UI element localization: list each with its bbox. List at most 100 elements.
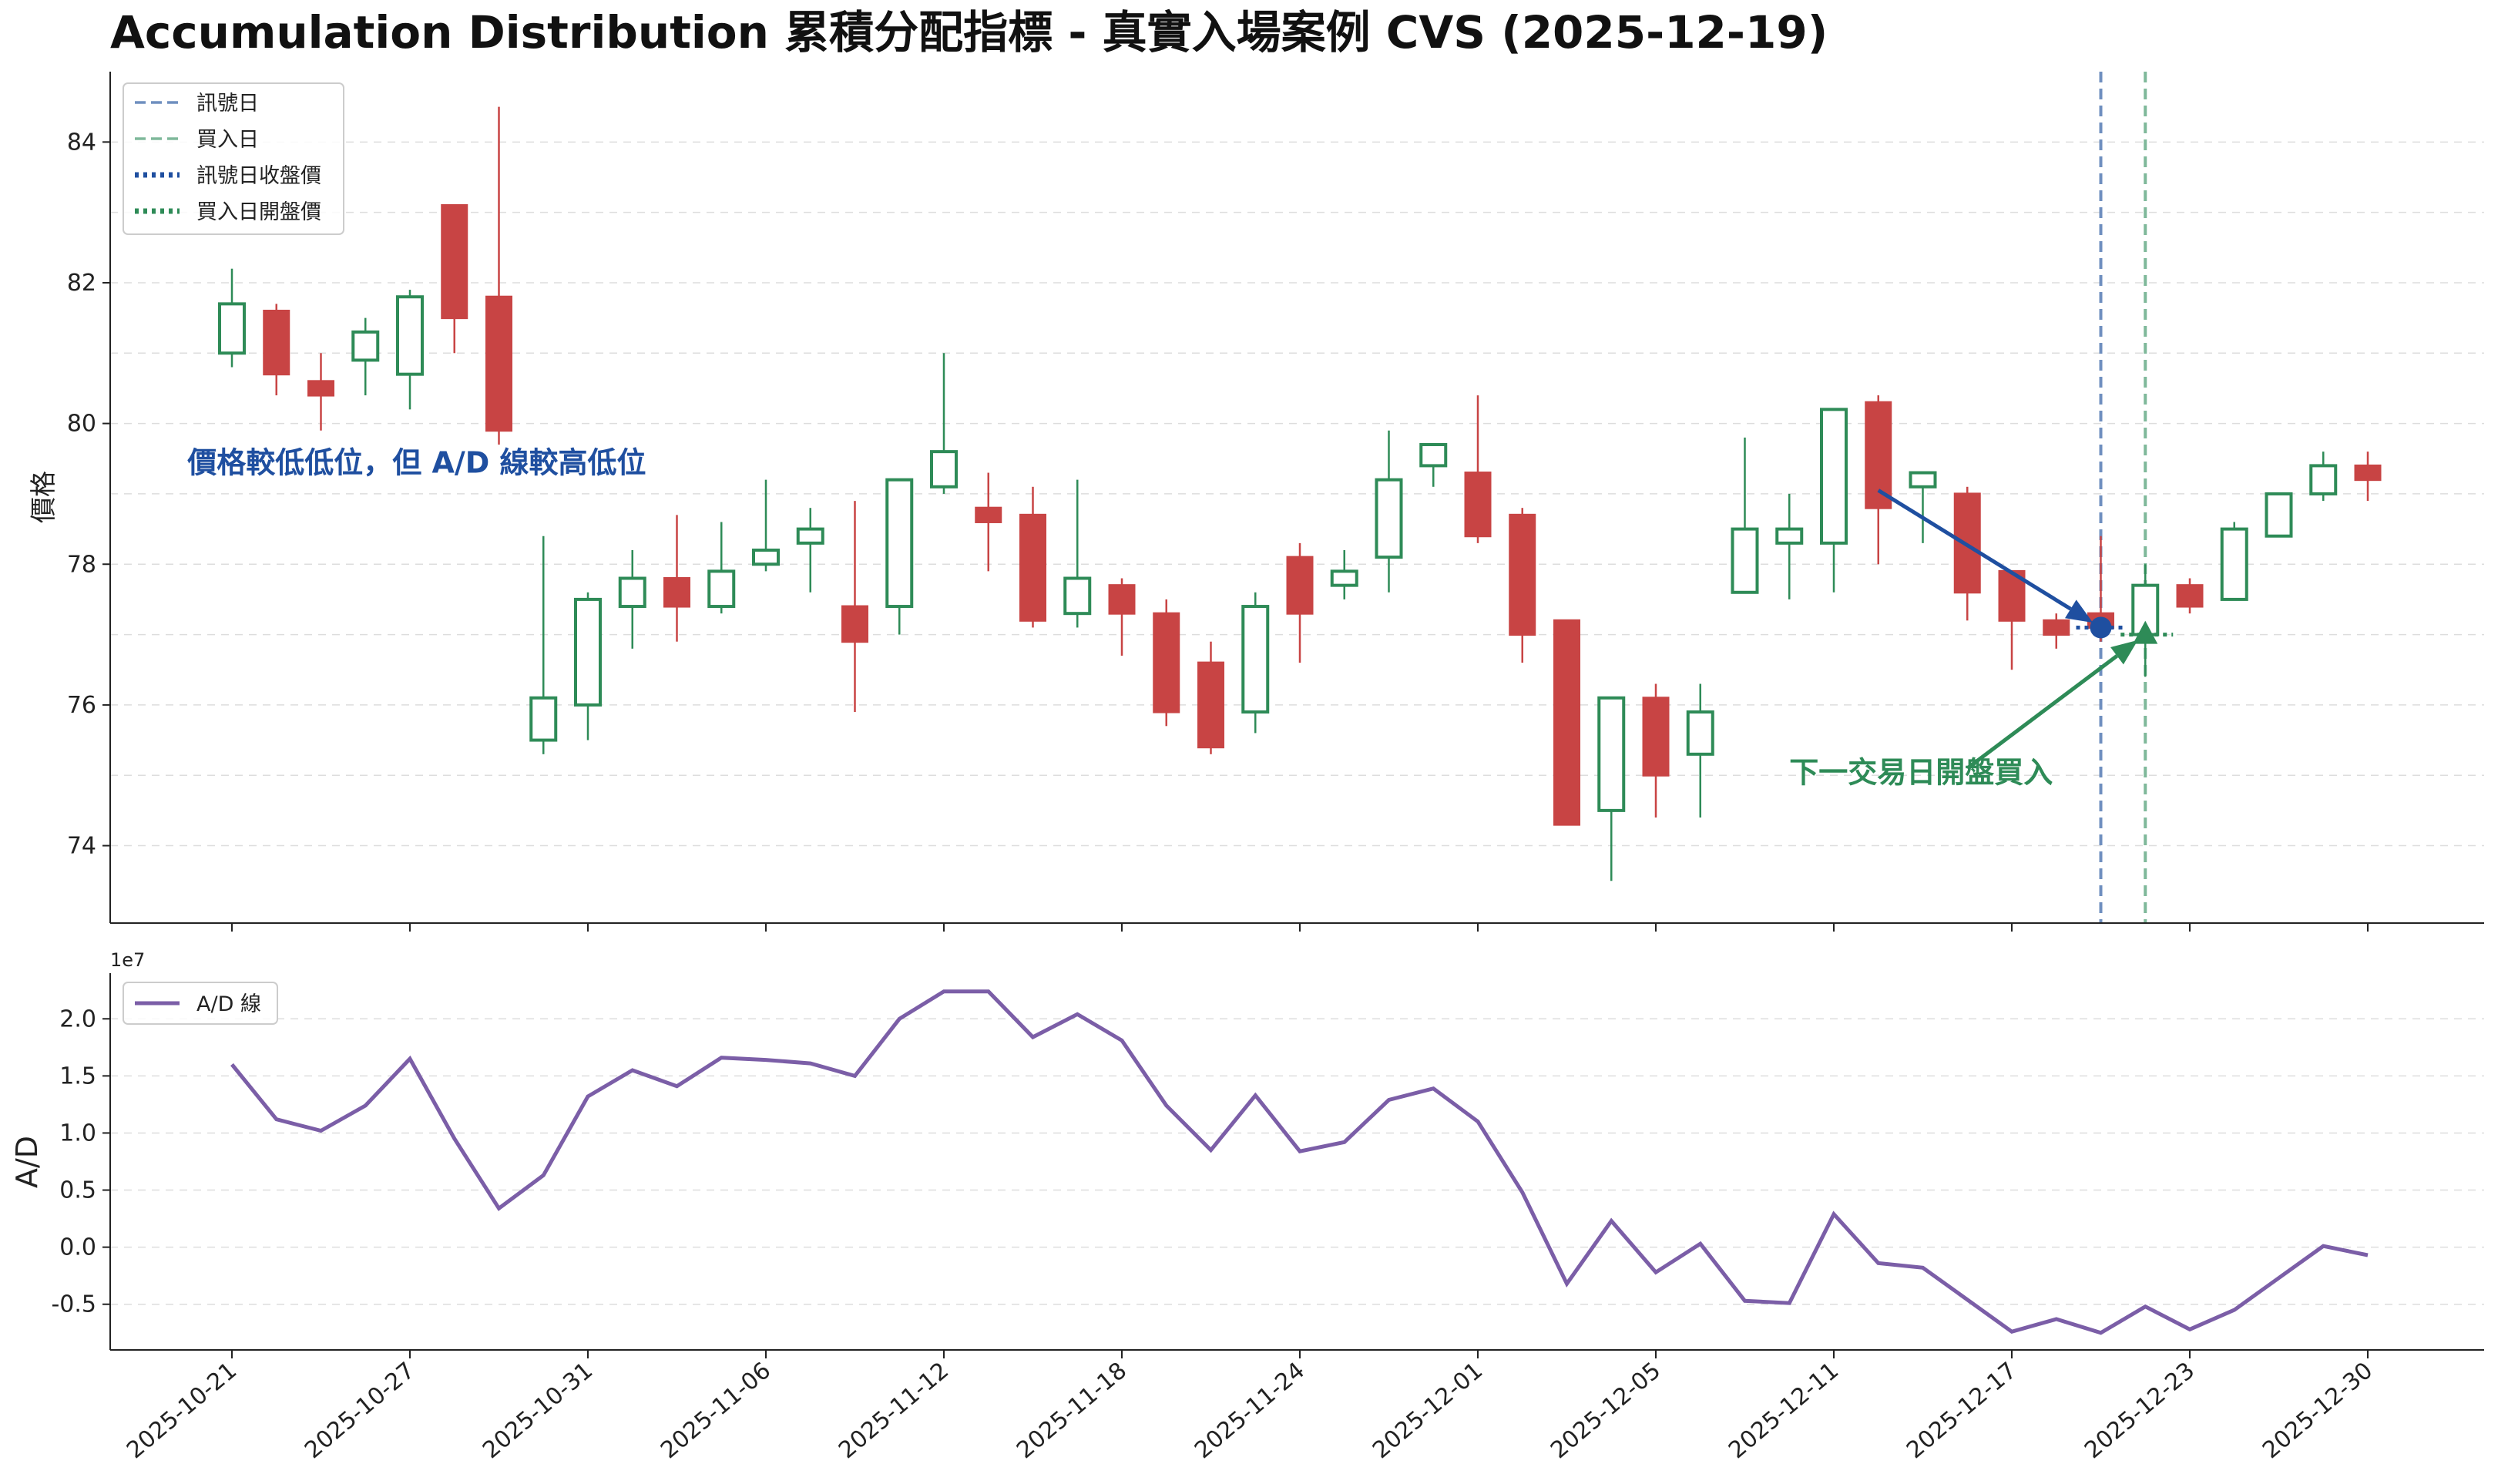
candle (707, 522, 736, 614)
candle (885, 478, 914, 635)
candle (485, 106, 512, 445)
candle (2309, 452, 2338, 502)
candle (663, 515, 690, 642)
candle (1063, 479, 1092, 628)
ad-y-tick-label: -0.5 (51, 1291, 96, 1318)
candle (529, 536, 558, 754)
candle (1197, 641, 1224, 754)
candle (1286, 542, 1314, 663)
x-tick-label: 2025-12-23 (2080, 1357, 2200, 1464)
candle-body-up (930, 450, 958, 489)
candle (1108, 578, 1136, 656)
candle-body-up (707, 569, 736, 609)
candle (263, 304, 290, 396)
candle-body-down (441, 204, 468, 320)
signal-close-point (2090, 616, 2112, 639)
candle-body-down (1197, 661, 1224, 749)
candle-body-up (1686, 710, 1714, 756)
candle (1375, 430, 1403, 593)
candle (1509, 508, 1536, 663)
candle (1909, 471, 1937, 543)
candle-body-down (975, 506, 1002, 523)
legend-box (123, 982, 278, 1025)
candle-body-up (574, 597, 602, 707)
price-y-tick-label: 78 (67, 551, 96, 578)
candle-body-up (1419, 443, 1448, 468)
candle (218, 268, 246, 368)
x-tick-label: 2025-11-06 (656, 1357, 776, 1464)
candle (351, 317, 380, 396)
x-tick-label: 2025-10-27 (300, 1357, 420, 1464)
annotation-arrow-head (2110, 640, 2138, 665)
candle (2220, 522, 2248, 601)
candle-body-down (263, 309, 290, 376)
candle (1998, 569, 2026, 670)
candle (441, 204, 468, 354)
candle-body-up (1820, 408, 1848, 545)
candle (618, 549, 646, 649)
candle (1419, 443, 1448, 487)
price-markers (2076, 616, 2174, 644)
candle-body-up (1241, 605, 1270, 714)
price-y-tick-label: 82 (67, 270, 96, 297)
candle (930, 353, 958, 494)
ad-y-tick-label: 0.0 (59, 1234, 96, 1261)
candle-body-up (2309, 464, 2338, 495)
price-y-tick-label: 76 (67, 692, 96, 719)
candle (1241, 592, 1270, 734)
ad-y-axis-label: A/D (10, 1136, 44, 1188)
candle-body-down (2354, 464, 2382, 482)
candlesticks (218, 106, 2382, 881)
ad-y-tick-label: 2.0 (59, 1006, 96, 1032)
candle-body-down (1553, 619, 1580, 826)
candle-body-down (1153, 612, 1180, 713)
candle-body-down (2043, 619, 2070, 636)
candle (1553, 619, 1580, 826)
candle (574, 592, 602, 740)
x-tick-label: 2025-11-24 (1190, 1357, 1310, 1464)
legend-label: A/D 線 (196, 992, 261, 1016)
candle (1731, 437, 1759, 594)
candle (307, 353, 334, 431)
buy-open-point (2133, 620, 2158, 644)
candle (1775, 493, 1804, 599)
candle (1153, 599, 1180, 727)
ad-legend: A/D 線 (123, 982, 278, 1025)
candle-body-up (752, 548, 780, 566)
candle-body-down (841, 605, 868, 643)
annotation-arrow-shaft (1966, 654, 2118, 771)
candle (1865, 395, 1892, 565)
candle-body-up (1731, 527, 1759, 594)
candle-body-down (1464, 472, 1492, 538)
x-tick-label: 2025-11-12 (834, 1357, 954, 1464)
x-tick-label: 2025-10-21 (122, 1357, 242, 1464)
candle (752, 479, 780, 572)
candle (1019, 486, 1046, 628)
candle-body-up (396, 295, 424, 376)
candle-body-up (1775, 527, 1804, 545)
candle (2131, 564, 2160, 677)
candle (1820, 408, 1848, 593)
candle-body-up (1063, 576, 1092, 616)
candle-body-down (307, 380, 334, 397)
price-y-tick-label: 80 (67, 411, 96, 438)
price-y-ticks: 74 76 78 80 82 84 (67, 129, 110, 860)
ad-y-ticks: -0.5 0.0 0.5 1.0 1.5 2.0 (51, 1006, 110, 1318)
ad-scale-label: 1e7 (110, 949, 145, 971)
candle (2265, 492, 2293, 538)
candle-body-down (1108, 584, 1136, 615)
candle (1686, 683, 1714, 818)
candle-body-down (1286, 556, 1314, 615)
x-tick-label: 2025-11-18 (1012, 1357, 1132, 1464)
candle (1330, 549, 1358, 599)
annotation-text: 價格較低低位，但 A/D 線較高低位 (186, 446, 646, 480)
candle-body-up (618, 576, 646, 609)
candle-body-up (218, 302, 246, 355)
candle-body-up (529, 696, 558, 742)
candle-body-down (1509, 513, 1536, 636)
candle (2176, 578, 2204, 614)
candle-body-up (1375, 478, 1403, 559)
